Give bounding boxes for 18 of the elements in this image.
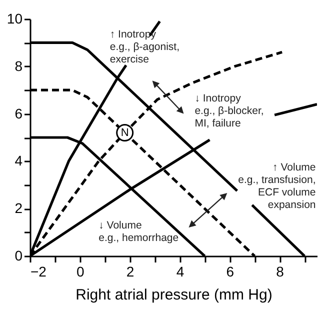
y-tick-label: 10 <box>6 10 23 26</box>
annotation: ↑ Volume e.g., transfusion, ECF volume expansion <box>238 161 316 211</box>
annotation: ↓ Inotropy e.g., β-blocker, MI, failure <box>194 92 264 130</box>
annotation: N <box>120 126 129 139</box>
x-tick-label: 8 <box>276 264 284 280</box>
y-tick-label: 4 <box>14 152 23 169</box>
y-tick-label: 0 <box>14 248 23 264</box>
y-tick-label: 6 <box>14 105 23 122</box>
x-tick-label: 6 <box>226 264 234 280</box>
x-axis-title: Right atrial pressure (mm Hg) <box>76 286 272 304</box>
y-tick-label: 2 <box>14 200 23 216</box>
annotation: ↓ Volume e.g., hemorrhage <box>98 219 179 244</box>
x-tick-label: 2 <box>126 264 134 280</box>
annotation: ↑ Inotropy e.g., β-agonist, exercise <box>110 28 180 66</box>
x-tick-label: −2 <box>30 264 47 280</box>
x-tick-label: 0 <box>76 264 85 280</box>
x-tick-label: 4 <box>176 264 184 280</box>
y-tick-label: 8 <box>14 58 23 74</box>
